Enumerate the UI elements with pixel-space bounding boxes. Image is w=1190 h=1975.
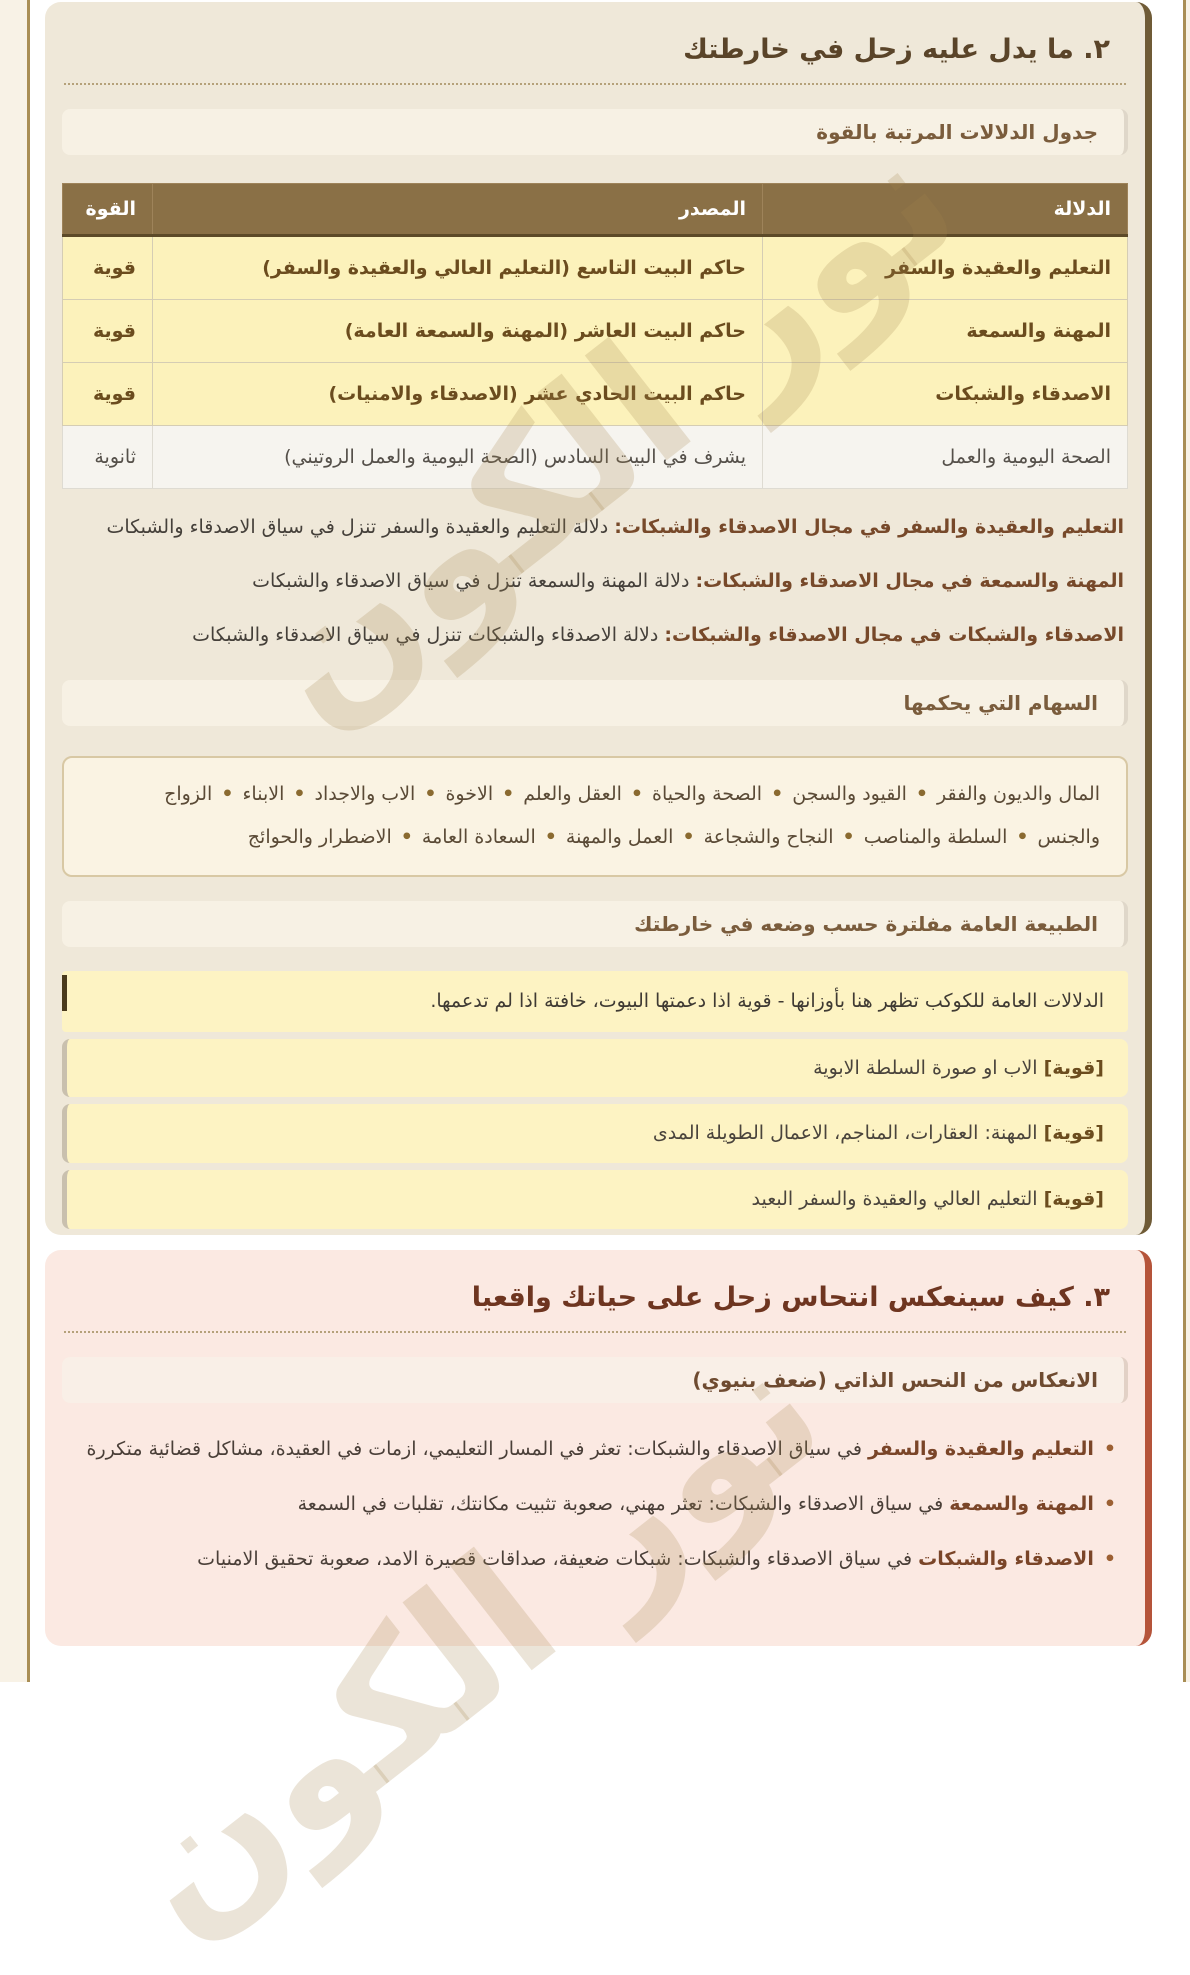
cell-significance: المهنة والسمعة (762, 299, 1128, 364)
section-2-card: ٢. ما يدل عليه زحل في خارطتك جدول الدلال… (45, 2, 1152, 1235)
note-lead: الاصدقاء والشبكات في مجال الاصدقاء والشب… (664, 623, 1124, 646)
lot-item: الصحة والحياة (652, 782, 763, 805)
lot-item: الزواج والجنس (164, 782, 1100, 849)
lot-item: العمل والمهنة (565, 826, 674, 849)
page-frame-line-right (1183, 0, 1186, 1682)
nature-item: [قوية] المهنة: العقارات، المناجم، الاعما… (62, 1104, 1128, 1164)
list-item: • الاصدقاء والشبكات في سياق الاصدقاء والش… (74, 1539, 1116, 1581)
cell-strength: ثانوية (62, 425, 153, 490)
nature-item-text: المهنة: العقارات، المناجم، الاعمال الطوي… (652, 1122, 1044, 1145)
lot-item: النجاح والشجاعة (703, 826, 834, 849)
bullet-icon: • (1103, 1438, 1116, 1461)
lot-item: السلطة والمناصب (863, 826, 1008, 849)
bullet-rest: في سياق الاصدقاء والشبكات: شبكات ضعيفة، … (197, 1547, 919, 1570)
bullet-separator: • (1016, 826, 1029, 849)
nature-item: [قوية] التعليم العالي والعقيدة والسفر ال… (62, 1170, 1128, 1229)
strength-tag: [قوية] (1043, 1122, 1104, 1145)
cell-source: حاكم البيت التاسع (التعليم العالي والعقي… (152, 235, 763, 301)
note-lead: المهنة والسمعة في مجال الاصدقاء والشبكات… (695, 569, 1124, 592)
page-frame-line-left (27, 0, 30, 1682)
table-row: الاصدقاء والشبكات حاكم البيت الحادي عشر … (62, 362, 1128, 427)
bullet-separator: • (502, 782, 515, 805)
bullet-separator: • (221, 782, 234, 805)
lot-item: المال والديون والفقر (937, 782, 1100, 805)
table-row: المهنة والسمعة حاكم البيت العاشر (المهنة… (62, 299, 1128, 364)
bullet-separator: • (915, 782, 929, 805)
strength-tag: [قوية] (1043, 1188, 1104, 1211)
nature-note-box: الدلالات العامة للكوكب تظهر هنا بأوزانها… (62, 971, 1128, 1032)
list-item: • المهنة والسمعة في سياق الاصدقاء والشبكا… (74, 1484, 1116, 1526)
nature-item: [قوية] الاب او صورة السلطة الابوية (62, 1038, 1128, 1098)
list-item: • التعليم والعقيدة والسفر في سياق الاصدقا… (74, 1429, 1116, 1471)
impact-list: • التعليم والعقيدة والسفر في سياق الاصدقا… (74, 1429, 1116, 1580)
bullet-lead: الاصدقاء والشبكات (918, 1547, 1094, 1570)
lot-item: الاخوة (445, 782, 494, 805)
note-rest: دلالة الاصدقاء والشبكات تنزل في سياق الا… (192, 623, 665, 646)
bullet-separator: • (400, 826, 413, 849)
cell-significance: الاصدقاء والشبكات (762, 362, 1128, 427)
bullet-separator: • (771, 782, 784, 805)
table-row: التعليم والعقيدة والسفر حاكم البيت التاس… (62, 235, 1128, 301)
bullet-lead: التعليم والعقيدة والسفر (867, 1438, 1094, 1461)
bullet-separator: • (682, 826, 695, 849)
cell-strength: قوية (62, 362, 153, 427)
col-header-source: المصدر (152, 183, 763, 238)
bullet-lead: المهنة والسمعة (949, 1492, 1094, 1515)
note-rest: دلالة المهنة والسمعة تنزل في سياق الاصدق… (252, 569, 696, 592)
bullet-icon: • (1103, 1547, 1116, 1570)
section-3-card: ٣. كيف سينعكس انتحاس زحل على حياتك واقعي… (45, 1250, 1152, 1646)
cell-strength: قوية (62, 299, 153, 364)
lot-item: الاضطرار والحوائج (247, 826, 392, 849)
note-line: الاصدقاء والشبكات في مجال الاصدقاء والشب… (66, 615, 1124, 656)
table-heading: جدول الدلالات المرتبة بالقوة (62, 109, 1128, 156)
note-lead: التعليم والعقيدة والسفر في مجال الاصدقاء… (614, 516, 1124, 539)
section-2-title: ٢. ما يدل عليه زحل في خارطتك (683, 34, 1110, 65)
strength-tag: [قوية] (1043, 1056, 1104, 1079)
cell-strength: قوية (62, 235, 153, 301)
dotted-separator (64, 1331, 1126, 1334)
note-rest: دلالة التعليم والعقيدة والسفر تنزل في سي… (106, 516, 615, 539)
nature-item-text: الاب او صورة السلطة الابوية (813, 1056, 1044, 1079)
cell-source: حاكم البيت الحادي عشر (الاصدقاء والامنيا… (152, 362, 763, 427)
table-row: الصحة اليومية والعمل يشرف في البيت الساد… (62, 425, 1128, 490)
lot-item: السعادة العامة (421, 826, 536, 849)
bullet-rest: في سياق الاصدقاء والشبكات: تعثر في المسا… (86, 1438, 868, 1461)
cell-significance: التعليم والعقيدة والسفر (762, 235, 1128, 301)
table-notes: التعليم والعقيدة والسفر في مجال الاصدقاء… (62, 507, 1128, 656)
dotted-separator (64, 83, 1126, 86)
nature-heading: الطبيعة العامة مفلترة حسب وضعه في خارطتك (62, 901, 1128, 947)
lot-item: الابناء (242, 782, 285, 805)
bullet-separator: • (842, 826, 855, 849)
nature-note-text: الدلالات العامة للكوكب تظهر هنا بأوزانها… (430, 990, 1104, 1012)
section-3-title: ٣. كيف سينعكس انتحاس زحل على حياتك واقعي… (471, 1282, 1110, 1313)
col-header-significance: الدلالة (762, 183, 1128, 238)
col-header-strength: القوة (62, 183, 153, 238)
bullet-separator: • (293, 782, 306, 805)
bullet-rest: في سياق الاصدقاء والشبكات: تعثر مهني، صع… (297, 1492, 950, 1515)
bullet-separator: • (630, 782, 644, 805)
lots-box: المال والديون والفقر • القيود والسجن • الصحة… (62, 755, 1128, 877)
cell-significance: الصحة اليومية والعمل (762, 425, 1128, 490)
lots-heading: السهام التي يحكمها (62, 679, 1128, 726)
bullet-separator: • (424, 782, 437, 805)
significations-table: الدلالة المصدر القوة التعليم والعقيدة وا… (62, 183, 1128, 490)
note-accent-bar (62, 975, 67, 1011)
note-line: المهنة والسمعة في مجال الاصدقاء والشبكات… (66, 561, 1124, 602)
table-header-row: الدلالة المصدر القوة (62, 183, 1128, 238)
lot-item: الاب والاجداد (314, 782, 416, 805)
lot-item: القيود والسجن (792, 782, 907, 805)
note-line: التعليم والعقيدة والسفر في مجال الاصدقاء… (66, 507, 1124, 548)
section-3-subheading: الانعكاس من النحس الذاتي (ضعف بنيوي) (62, 1357, 1128, 1404)
page-edge-left (0, 0, 27, 1682)
bullet-separator: • (544, 826, 557, 849)
lot-item: العقل والعلم (523, 782, 622, 805)
cell-source: يشرف في البيت السادس (الصحة اليومية والع… (152, 425, 763, 490)
bullet-icon: • (1103, 1492, 1116, 1515)
page-edge-right (1186, 0, 1190, 1682)
cell-source: حاكم البيت العاشر (المهنة والسمعة العامة… (152, 299, 763, 364)
nature-item-text: التعليم العالي والعقيدة والسفر البعيد (751, 1188, 1044, 1211)
